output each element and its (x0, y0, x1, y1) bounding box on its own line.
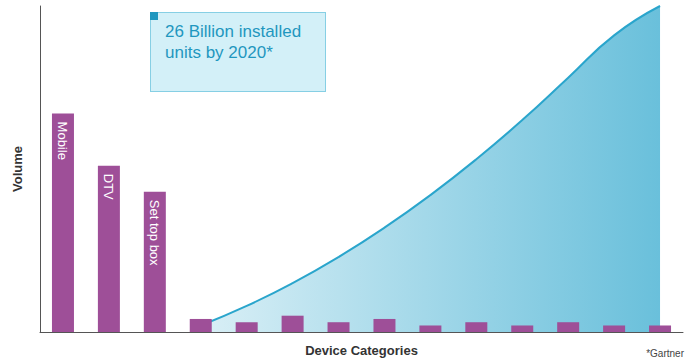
html-text:*Gartner: *Gartner (646, 348, 684, 359)
svg-text:Mobile: Mobile (55, 122, 70, 160)
svg-text:Volume: Volume (10, 146, 25, 192)
svg-text:Device Categories: Device Categories (305, 343, 418, 358)
html-text:26 Billion installed units by: 26 Billion installed units by 2020* (165, 22, 302, 62)
svg-text:DTV: DTV (101, 174, 116, 200)
svg-text:Set top box: Set top box (147, 200, 162, 266)
